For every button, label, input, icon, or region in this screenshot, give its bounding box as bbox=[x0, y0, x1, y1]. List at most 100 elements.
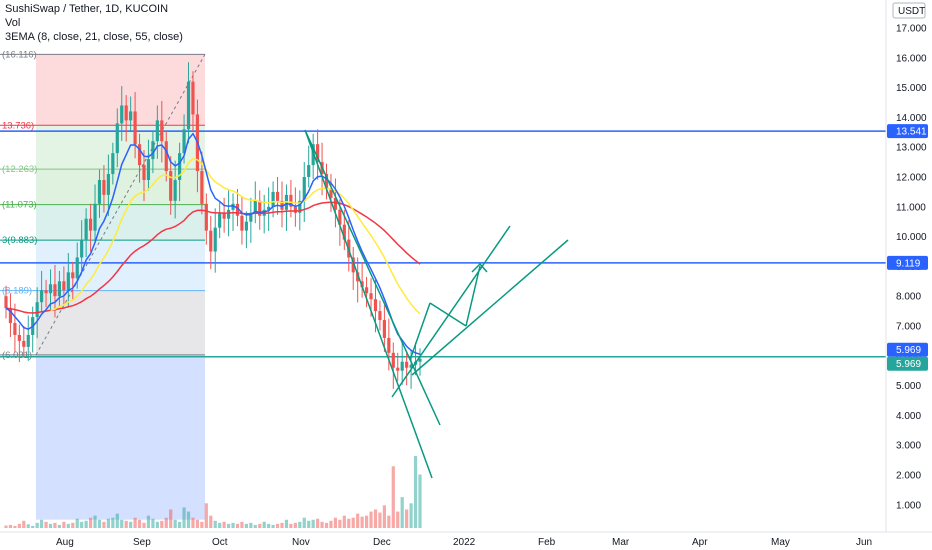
candle-body bbox=[186, 81, 191, 130]
candle-body bbox=[4, 296, 8, 309]
y-tick-label: 3.000 bbox=[896, 441, 921, 452]
currency-badge bbox=[892, 2, 926, 19]
volume-bar bbox=[280, 522, 284, 528]
candle-body bbox=[71, 272, 75, 279]
candle-body bbox=[129, 111, 133, 121]
fib-zone bbox=[36, 169, 205, 205]
candle-body bbox=[26, 334, 30, 347]
x-tick-label: Nov bbox=[292, 537, 310, 548]
candle-body bbox=[124, 105, 128, 121]
candle-body bbox=[142, 165, 146, 180]
candle-body bbox=[280, 200, 284, 210]
y-tick-label: 10.000 bbox=[896, 232, 927, 243]
candle-body bbox=[333, 197, 338, 210]
fib-level-label: (16.116) bbox=[2, 49, 37, 60]
candle-body bbox=[115, 123, 119, 154]
volume-bar bbox=[200, 521, 204, 528]
y-tick-label: 12.000 bbox=[896, 173, 927, 184]
volume-bar bbox=[226, 523, 231, 528]
volume-bar bbox=[204, 503, 208, 528]
fib-level-label: (11.073) bbox=[2, 200, 37, 211]
volume-bar bbox=[195, 519, 200, 528]
candle-body bbox=[405, 361, 409, 368]
volume-bar bbox=[44, 521, 48, 528]
y-tick-label: 11.000 bbox=[896, 202, 926, 213]
fib-level-label: (6.031) bbox=[2, 350, 32, 361]
price-tag-label: 13.541 bbox=[896, 127, 927, 138]
price-tag-label: 5.969 bbox=[896, 345, 921, 356]
volume-bar bbox=[75, 518, 79, 528]
candle-body bbox=[378, 311, 382, 321]
volume-bar bbox=[324, 522, 329, 528]
volume-bar bbox=[307, 520, 311, 528]
volume-bar bbox=[164, 517, 168, 528]
candle-body bbox=[324, 174, 329, 189]
candle-body bbox=[13, 323, 17, 335]
x-tick-label: Apr bbox=[692, 537, 708, 548]
volume-bar bbox=[387, 515, 391, 528]
y-tick-label: 7.000 bbox=[896, 322, 921, 333]
fib-zone bbox=[36, 240, 205, 291]
candle-body bbox=[200, 171, 204, 204]
volume-bar bbox=[342, 515, 346, 528]
candle-body bbox=[164, 141, 168, 172]
candle-body bbox=[382, 320, 386, 338]
candle-body bbox=[120, 105, 124, 124]
candle-body bbox=[240, 215, 244, 231]
volume-bar bbox=[137, 519, 142, 528]
volume-bar bbox=[31, 525, 35, 528]
volume-bar bbox=[169, 509, 173, 528]
volume-bar bbox=[347, 518, 351, 528]
volume-bar bbox=[333, 517, 338, 528]
volume-bar bbox=[382, 505, 386, 528]
volume-bar bbox=[182, 507, 186, 528]
price-tag bbox=[887, 255, 928, 270]
candle-body bbox=[418, 358, 422, 362]
candle-body bbox=[178, 153, 182, 180]
candle-body bbox=[204, 203, 208, 231]
candle-body bbox=[133, 111, 137, 145]
x-tick-label: Dec bbox=[373, 537, 391, 548]
volume-bar bbox=[151, 518, 155, 528]
volume-bar bbox=[115, 513, 119, 528]
volume-bar bbox=[48, 523, 53, 528]
volume-bar bbox=[173, 519, 177, 528]
volume-bar bbox=[17, 523, 21, 528]
candle-body bbox=[93, 203, 97, 231]
volume-indicator-label: Vol bbox=[5, 17, 21, 29]
candle-body bbox=[396, 367, 400, 371]
candle-body bbox=[84, 218, 88, 240]
volume-bar bbox=[249, 522, 253, 528]
candle-body bbox=[271, 191, 275, 207]
candle-body bbox=[329, 188, 333, 198]
volume-bar bbox=[129, 521, 133, 528]
price-tag bbox=[887, 356, 928, 371]
drawn-trend-line bbox=[429, 302, 467, 327]
candle-body bbox=[218, 212, 222, 228]
volume-bar bbox=[244, 523, 248, 528]
candle-body bbox=[360, 281, 364, 288]
y-tick-label: 17.000 bbox=[896, 24, 927, 35]
drawn-trend-line bbox=[304, 129, 441, 426]
fib-zone bbox=[36, 290, 205, 355]
candle-body bbox=[146, 159, 151, 180]
volume-bar bbox=[53, 522, 57, 528]
volume-bar bbox=[124, 520, 128, 528]
candle-body bbox=[302, 177, 306, 201]
volume-bar bbox=[253, 524, 257, 528]
y-tick-label: 2.000 bbox=[896, 471, 921, 482]
volume-bar bbox=[26, 524, 30, 528]
candle-body bbox=[253, 200, 257, 213]
candle-body bbox=[97, 179, 102, 204]
x-tick-label: Sep bbox=[133, 537, 151, 548]
candle-body bbox=[209, 230, 213, 252]
candle-body bbox=[8, 308, 13, 324]
x-tick-label: Oct bbox=[212, 537, 228, 548]
candle-body bbox=[293, 206, 297, 213]
candle-body bbox=[356, 272, 360, 282]
volume-bar bbox=[35, 522, 39, 528]
candle-body bbox=[391, 352, 395, 368]
candle-body bbox=[249, 212, 253, 222]
candle-body bbox=[311, 144, 315, 166]
